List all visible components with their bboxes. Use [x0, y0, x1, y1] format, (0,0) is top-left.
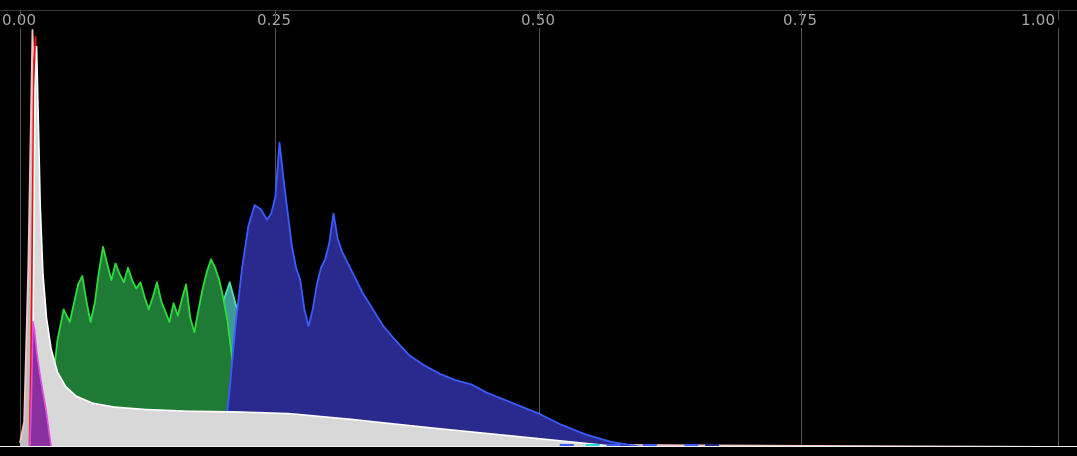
axis-top-rule: [0, 10, 1077, 11]
tail-mark: [606, 444, 621, 446]
series-area-magenta-trace: [29, 321, 52, 447]
x-tick-label-0-25: 0.25: [257, 11, 292, 29]
x-tick-mark: [20, 10, 21, 20]
density-chart-svg: [19, 28, 1059, 448]
chart-baseline: [0, 446, 1077, 447]
bottom-padding: [0, 447, 1077, 456]
series-outline-magenta-trace: [29, 321, 52, 448]
series-area-blue-band: [223, 142, 643, 447]
x-tick-label-0-00: 0.00: [2, 11, 37, 29]
tail-mark: [585, 444, 600, 446]
x-tick-mark: [1058, 10, 1059, 20]
tail-mark: [684, 444, 699, 446]
x-tick-mark: [539, 10, 540, 20]
series-layer: [19, 29, 1059, 448]
series-outline-white-core: [31, 45, 623, 448]
tail-mark: [559, 444, 574, 446]
tail-mark: [705, 444, 720, 446]
x-tick-label-1-00: 1.00: [1021, 11, 1056, 29]
x-tick-mark: [275, 10, 276, 20]
x-tick-mark: [801, 10, 802, 20]
series-area-white-core: [31, 46, 623, 448]
tail-marks-layer: [559, 444, 720, 446]
series-area-green-band: [46, 246, 241, 447]
plot-area: [0, 28, 1077, 456]
x-tick-label-0-75: 0.75: [783, 11, 818, 29]
x-tick-label-0-50: 0.50: [521, 11, 556, 29]
series-outline-blue-band: [222, 141, 643, 448]
x-axis: 0.00 0.25 0.50 0.75 1.00: [0, 0, 1077, 28]
series-outline-green-band: [46, 245, 241, 448]
tail-mark: [642, 444, 657, 446]
